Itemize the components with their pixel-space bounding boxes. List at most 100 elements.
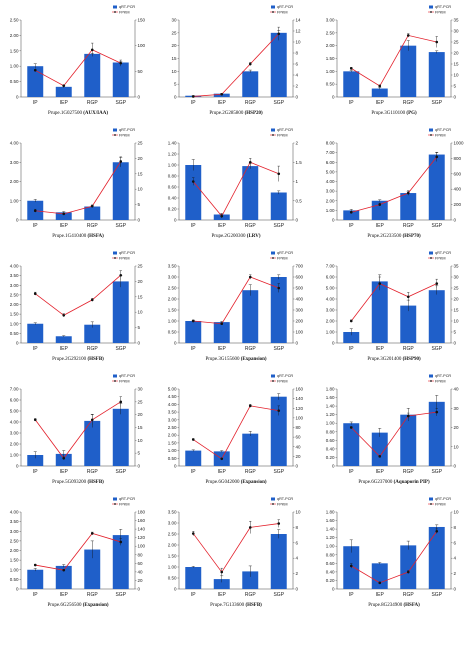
right-tick-label: 2 — [454, 571, 457, 576]
category-label: IEP — [60, 346, 69, 352]
category-label: IEP — [60, 469, 69, 475]
right-tick-label: 1.5 — [296, 160, 303, 165]
left-tick-label: 0 — [332, 218, 335, 223]
left-tick-label: 2.00 — [326, 43, 335, 48]
bar-SGP — [112, 62, 129, 97]
left-tick-label: 4.00 — [10, 420, 19, 425]
chart-title: Prupe.5G093200 (HSFB) — [52, 480, 104, 485]
gene-product: (Aquaporin PIP) — [394, 480, 430, 485]
right-tick-label: 20 — [454, 297, 460, 302]
chart-title: Prupe.3G155600 (Expansion) — [205, 357, 266, 362]
bar-RGP — [84, 324, 101, 343]
legend-line-label: FPKM — [119, 10, 130, 14]
category-label: SGP — [273, 223, 284, 229]
right-tick-label: 600 — [296, 275, 304, 280]
category-label: IP — [191, 592, 196, 598]
right-tick-label: 0 — [454, 587, 457, 592]
legend-line-marker — [114, 503, 116, 505]
category-label: IEP — [218, 346, 227, 352]
right-tick-label: 140 — [296, 396, 304, 401]
left-tick-label: 2.00 — [168, 543, 177, 548]
right-tick-label: 25 — [454, 286, 460, 291]
left-tick-label: 1.00 — [326, 421, 335, 426]
fpkm-line — [351, 531, 438, 584]
left-tick-label: 0 — [16, 95, 19, 100]
right-tick-label: 12 — [296, 29, 302, 34]
left-tick-label: 3.50 — [168, 510, 177, 515]
left-tick-label: 1.00 — [10, 198, 19, 203]
right-tick-label: 15 — [138, 171, 144, 176]
right-tick-label: 0 — [138, 587, 141, 592]
category-label: SGP — [273, 346, 284, 352]
left-tick-label: 1.40 — [326, 527, 335, 532]
gene-id: Prupe.2G233500 — [367, 234, 402, 239]
right-tick-label: 10 — [454, 510, 460, 515]
left-tick-label: 4.00 — [326, 179, 335, 184]
right-tick-label: 15 — [454, 62, 460, 67]
category-label: IP — [33, 469, 38, 475]
right-tick-label: 20 — [138, 156, 144, 161]
fpkm-line — [35, 49, 121, 87]
bar-RGP — [84, 549, 101, 589]
left-tick-label: 5.00 — [326, 286, 335, 291]
left-tick-label: 1.80 — [326, 387, 335, 392]
fpkm-point — [33, 69, 37, 72]
left-tick-label: 2.00 — [10, 33, 19, 38]
bar-SGP — [428, 52, 445, 97]
fpkm-point — [378, 84, 382, 88]
fpkm-line — [192, 523, 279, 573]
bar-IP — [27, 323, 44, 343]
fpkm-point — [277, 172, 281, 176]
right-tick-label: 0 — [296, 95, 299, 100]
fpkm-line — [350, 283, 437, 322]
fpkm-point — [349, 319, 353, 323]
legend-bar-label: qRT-PCR — [119, 5, 135, 9]
chart-svg: 0 0.50 1.00 1.50 2.00 2.50 3.00 3.50 4.00 4.50 5.0… — [168, 374, 304, 485]
fpkm-line — [193, 276, 279, 325]
category-label: SGP — [431, 592, 442, 598]
legend-bar-label: qRT-PCR — [119, 374, 135, 378]
left-tick-label: 5.00 — [326, 169, 335, 174]
category-label: IP — [33, 223, 38, 229]
gene-product: (AUX/IAA) — [83, 111, 108, 116]
right-tick-label: 25 — [138, 399, 144, 404]
left-tick-label: 10 — [171, 69, 177, 74]
left-tick-label: 0 — [332, 341, 335, 346]
chart-panel-14: 0 0.20 0.40 0.60 0.80 1.00 1.20 1.40 1.60 1.80 0 2 4… — [319, 494, 471, 614]
right-tick-label: 10 — [296, 40, 302, 45]
category-label: SGP — [273, 100, 284, 106]
legend-line-marker — [114, 11, 116, 13]
bar-IP — [185, 165, 202, 220]
legend-bar-label: qRT-PCR — [435, 128, 451, 132]
fpkm-point — [378, 581, 382, 585]
left-tick-label: 4.00 — [168, 402, 177, 407]
fpkm-line — [351, 34, 437, 87]
chart-panel-1: 0 5 10 15 20 25 30 0 2 4 6 8 10 12 14 IP IEP RGP SGP qRT-PC… — [161, 2, 313, 122]
chart-svg: 0 0.50 1.00 1.50 2.00 2.50 3.00 3.50 0 100 200 300 4… — [168, 251, 304, 362]
legend-line-label: FPKM — [435, 379, 446, 383]
legend-line-label: FPKM — [119, 133, 130, 137]
legend-line-marker — [430, 134, 432, 136]
right-tick-label: 200 — [296, 319, 304, 324]
left-tick-label: 4.00 — [10, 141, 19, 146]
left-tick-label: 1.50 — [10, 312, 19, 317]
right-tick-label: 100 — [138, 43, 146, 48]
left-tick-label: 2.50 — [168, 286, 177, 291]
bar-RGP — [242, 71, 259, 97]
left-tick-label: 4.50 — [168, 394, 177, 399]
left-tick-label: 0.20 — [326, 455, 335, 460]
left-tick-label: 0 — [16, 341, 19, 346]
legend-line-marker — [272, 503, 274, 505]
left-tick-label: 4.00 — [10, 264, 19, 269]
fpkm-point — [435, 529, 439, 533]
fpkm-point — [406, 295, 410, 299]
category-label: IP — [33, 346, 38, 352]
left-tick-label: 0.80 — [168, 174, 177, 179]
fpkm-point — [248, 404, 252, 408]
bar-IEP — [213, 322, 230, 343]
left-tick-label: 2.00 — [326, 198, 335, 203]
fpkm-point — [435, 40, 439, 44]
left-tick-label: 2.50 — [326, 30, 335, 35]
bar-IEP — [213, 579, 230, 589]
fpkm-line — [351, 156, 438, 213]
